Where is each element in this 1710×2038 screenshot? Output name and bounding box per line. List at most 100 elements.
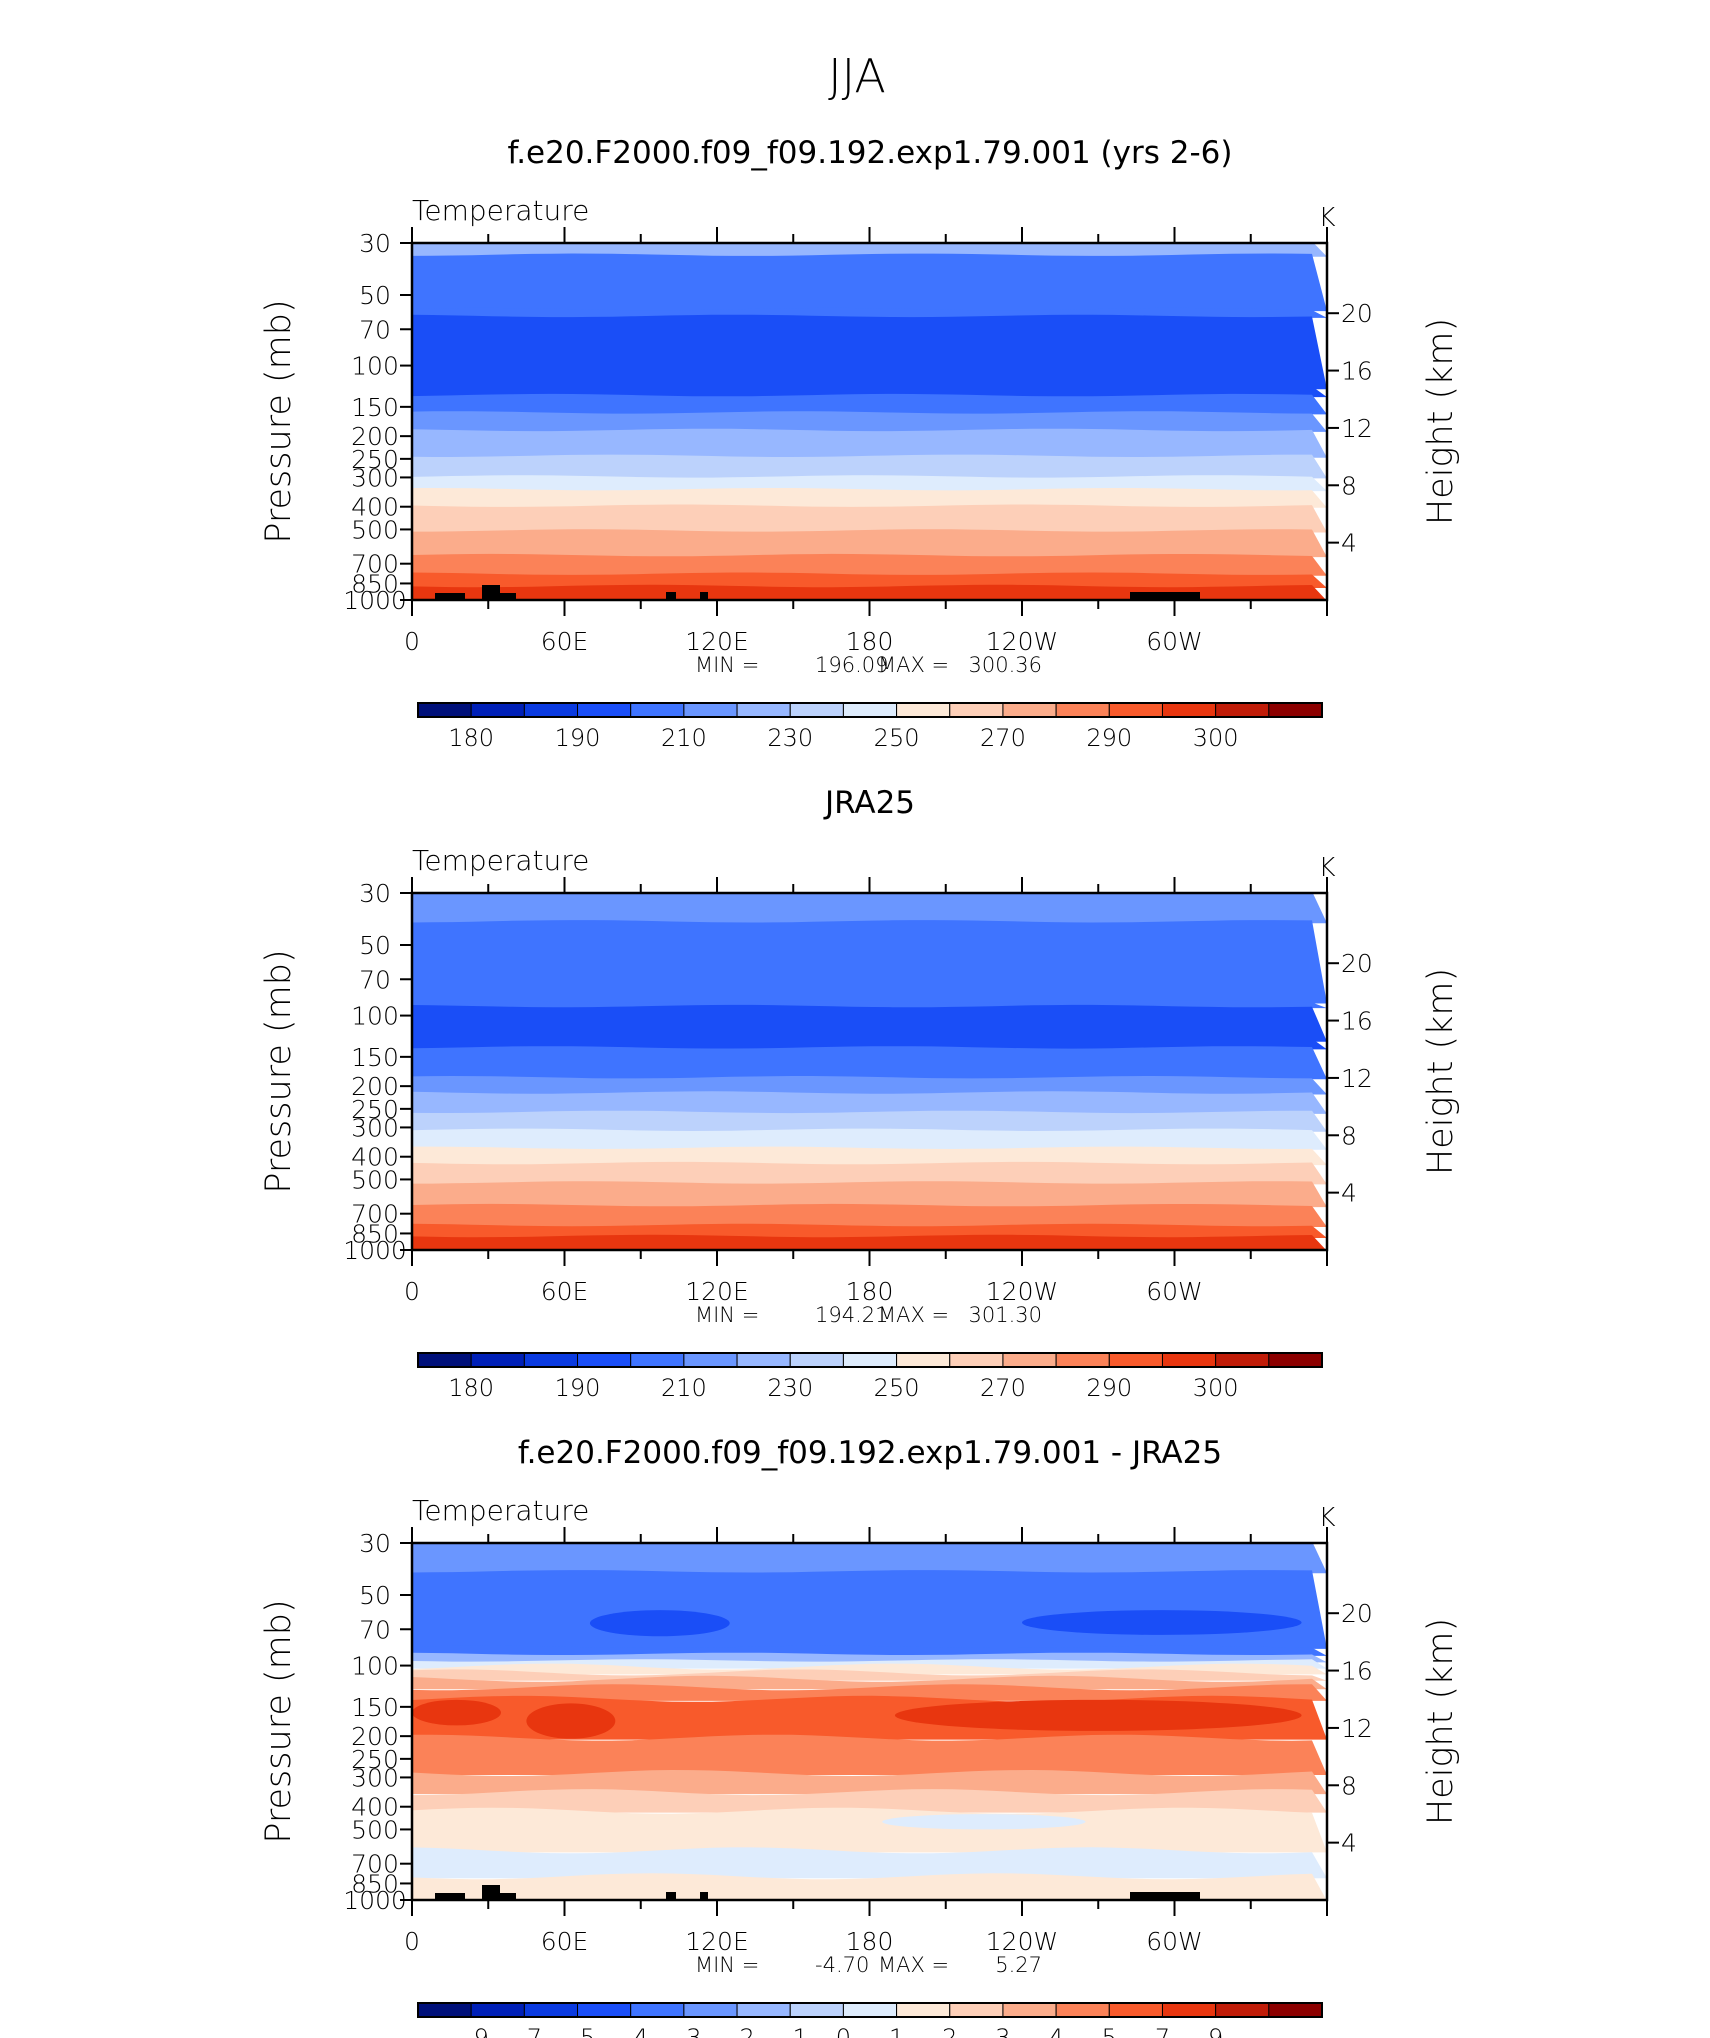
topography-block	[482, 585, 500, 600]
colorbar-swatch	[630, 702, 685, 718]
min-label: MIN =	[695, 1953, 759, 1977]
height-tick-label: 20	[1341, 949, 1373, 978]
lon-tick-label: 120W	[986, 627, 1058, 656]
lon-tick-label: 60E	[541, 1927, 589, 1956]
contour-band	[412, 1789, 1327, 1813]
min-value: 196.09	[815, 653, 888, 677]
pressure-tick-label: 200	[351, 422, 399, 451]
topography-block	[700, 1892, 708, 1900]
contour-band	[412, 553, 1327, 576]
colorbar-swatch	[417, 1352, 472, 1368]
pressure-tick-label: 850	[351, 1869, 399, 1898]
colorbar-label: 270	[980, 724, 1026, 752]
height-tick-label: 20	[1341, 1599, 1373, 1628]
lon-tick-label: 120E	[685, 627, 749, 656]
min-label: MIN =	[695, 653, 759, 677]
topography-block	[700, 592, 708, 600]
contour-band	[412, 1128, 1327, 1150]
colorbar-swatch	[630, 1352, 685, 1368]
units-label: K	[1318, 1503, 1335, 1533]
pressure-tick-label: 50	[359, 281, 391, 310]
colorbar-swatch	[896, 702, 951, 718]
colorbar-label: 230	[767, 724, 813, 752]
topography-block	[500, 593, 516, 600]
contour-band	[412, 1110, 1327, 1132]
contour-band	[412, 1203, 1327, 1228]
pressure-tick-label: 200	[351, 1722, 399, 1751]
panel-title: f.e20.F2000.f09_f09.192.exp1.79.001 (yrs…	[508, 135, 1233, 171]
topography-block	[482, 1885, 500, 1900]
colorbar-label: 1	[889, 2024, 904, 2038]
pressure-tick-label: 400	[351, 1793, 399, 1822]
colorbar-swatch	[470, 2002, 525, 2018]
contour-band	[412, 920, 1327, 1004]
colorbar-swatch	[1161, 2002, 1217, 2018]
height-tick-label: 8	[1341, 1771, 1357, 1800]
colorbar-label: 300	[1193, 1374, 1239, 1402]
pressure-tick-label: 70	[359, 315, 391, 344]
contour-fill	[412, 1543, 1327, 1900]
colorbar-label: 230	[767, 1374, 813, 1402]
colorbar-label: −9	[453, 2024, 488, 2038]
colorbar-label: −1	[773, 2024, 808, 2038]
contour-band	[412, 314, 1327, 390]
lon-tick-label: 120W	[986, 1277, 1058, 1306]
height-tick-label: 8	[1341, 1121, 1357, 1150]
pressure-tick-label: 250	[351, 445, 399, 474]
contour-band	[412, 1807, 1327, 1853]
colorbar-swatch	[896, 2002, 951, 2018]
colorbar-label: 250	[874, 1374, 920, 1402]
contour-band	[412, 1038, 1327, 1050]
colorbar-swatch	[683, 1352, 738, 1368]
pressure-tick-label: 30	[359, 879, 391, 908]
colorbar-swatch	[577, 1352, 632, 1368]
max-label: MAX =	[878, 1953, 949, 1977]
colorbar-swatch	[949, 2002, 1004, 2018]
contour-band	[412, 1004, 1327, 1042]
contour-band	[412, 1223, 1327, 1238]
contour-band	[412, 1146, 1327, 1166]
pressure-tick-label: 500	[351, 1815, 399, 1844]
colorbar-swatch	[789, 1352, 844, 1368]
colorbar-swatch	[789, 702, 844, 718]
colorbar-swatch	[577, 702, 632, 718]
contour-band	[412, 1770, 1327, 1795]
units-label: K	[1318, 853, 1335, 883]
lon-tick-label: 180	[846, 627, 894, 656]
figure-title: JJA	[828, 49, 886, 103]
pressure-tick-label: 850	[351, 1219, 399, 1248]
colorbar-label: 3	[995, 2024, 1010, 2038]
pressure-tick-label: 1000	[343, 1886, 407, 1915]
height-tick-label: 8	[1341, 471, 1357, 500]
colorbar-label: 9	[1208, 2024, 1223, 2038]
max-value: 5.27	[995, 1953, 1042, 1977]
height-tick-label: 12	[1341, 1714, 1373, 1743]
colorbar-label: −2	[719, 2024, 754, 2038]
colorbar-swatch	[736, 1352, 791, 1368]
colorbar-swatch	[1268, 2002, 1323, 2018]
pressure-tick-label: 100	[351, 352, 399, 381]
colorbar-swatch	[896, 1352, 951, 1368]
colorbar-label: 190	[555, 724, 601, 752]
contour-feature	[589, 1610, 730, 1637]
colorbar-label: −7	[507, 2024, 542, 2038]
topography-block	[500, 1893, 516, 1900]
colorbar-swatch	[417, 2002, 472, 2018]
contour-band	[412, 243, 1327, 257]
pressure-tick-label: 70	[359, 1615, 391, 1644]
lon-tick-label: 120E	[685, 1277, 749, 1306]
pressure-tick-label: 150	[351, 393, 399, 422]
pressure-tick-label: 850	[351, 569, 399, 598]
pressure-tick-label: 1000	[343, 586, 407, 615]
pressure-tick-label: 700	[351, 1850, 399, 1879]
right-axis-label: Height (km)	[1421, 968, 1461, 1175]
min-value: 194.21	[815, 1303, 888, 1327]
topography-block	[435, 1893, 465, 1900]
colorbar-label: 180	[448, 724, 494, 752]
contour-band	[412, 529, 1327, 558]
colorbar-swatch	[1215, 2002, 1270, 2018]
height-tick-label: 4	[1341, 529, 1357, 558]
panel-title: f.e20.F2000.f09_f09.192.exp1.79.001 - JR…	[518, 1435, 1222, 1471]
contour-band	[412, 1161, 1327, 1185]
colorbar-swatch	[1108, 702, 1163, 718]
